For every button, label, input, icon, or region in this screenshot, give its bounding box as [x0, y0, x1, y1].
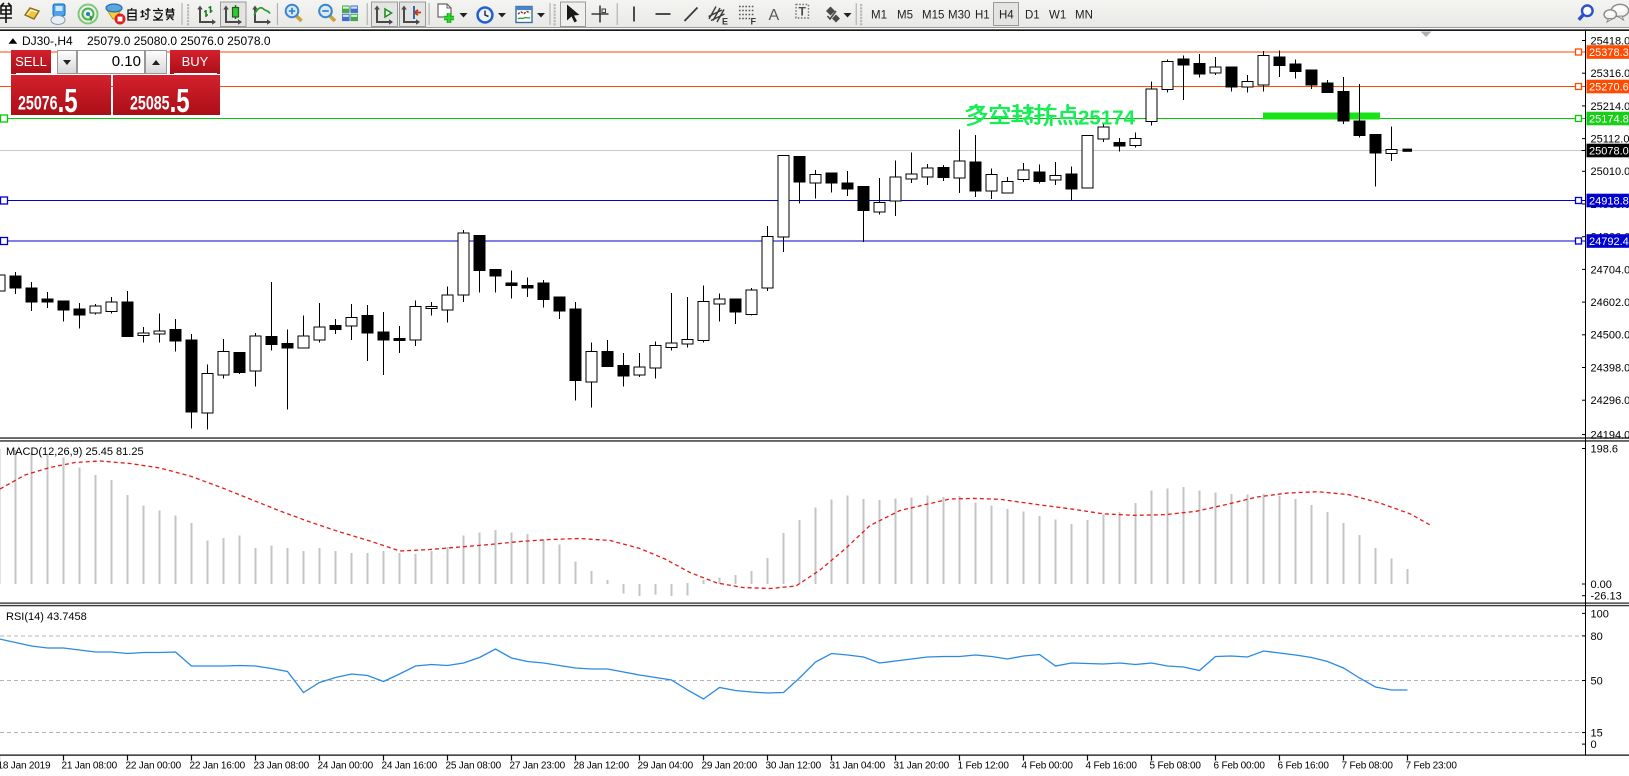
svg-text:7 Feb 23:00: 7 Feb 23:00: [1406, 761, 1458, 772]
svg-text:24 Jan 16:00: 24 Jan 16:00: [382, 761, 438, 772]
svg-text:22 Jan 00:00: 22 Jan 00:00: [126, 761, 182, 772]
svg-text:25270.6: 25270.6: [1589, 82, 1629, 94]
svg-text:DJ30-,H4: DJ30-,H4: [22, 34, 73, 48]
svg-text:80: 80: [1591, 631, 1603, 643]
svg-text:24704.0: 24704.0: [1591, 264, 1629, 276]
svg-text:24194.0: 24194.0: [1591, 429, 1629, 441]
svg-text:1 Feb 12:00: 1 Feb 12:00: [958, 761, 1010, 772]
svg-text:24296.0: 24296.0: [1591, 395, 1629, 407]
svg-text:24500.0: 24500.0: [1591, 330, 1629, 342]
svg-text:25174.8: 25174.8: [1589, 114, 1629, 126]
svg-text:0: 0: [1591, 739, 1597, 751]
svg-text:31 Jan 04:00: 31 Jan 04:00: [830, 761, 886, 772]
svg-text:F: F: [751, 17, 757, 27]
svg-text:31 Jan 20:00: 31 Jan 20:00: [894, 761, 950, 772]
svg-text:H4: H4: [999, 10, 1014, 22]
svg-text:25 Jan 08:00: 25 Jan 08:00: [446, 761, 502, 772]
svg-text:M15: M15: [922, 10, 944, 22]
svg-text:H1: H1: [975, 10, 990, 22]
svg-text:24 Jan 00:00: 24 Jan 00:00: [318, 761, 374, 772]
svg-text:29 Jan 20:00: 29 Jan 20:00: [702, 761, 758, 772]
svg-text:30 Jan 12:00: 30 Jan 12:00: [766, 761, 822, 772]
svg-text:6 Feb 00:00: 6 Feb 00:00: [1214, 761, 1266, 772]
svg-text:24792.4: 24792.4: [1589, 236, 1629, 248]
svg-text:M1: M1: [871, 10, 887, 22]
svg-text:D1: D1: [1025, 10, 1040, 22]
svg-text:25078.0: 25078.0: [1589, 146, 1629, 158]
svg-text:RSI(14) 43.7458: RSI(14) 43.7458: [6, 611, 87, 623]
svg-text:15: 15: [1591, 728, 1603, 740]
svg-text:50: 50: [1591, 675, 1603, 687]
svg-text:W1: W1: [1049, 10, 1066, 22]
svg-text:23 Jan 08:00: 23 Jan 08:00: [254, 761, 310, 772]
svg-text:29 Jan 04:00: 29 Jan 04:00: [638, 761, 694, 772]
svg-text:25079.0 25080.0 25076.0 25078.: 25079.0 25080.0 25076.0 25078.0: [87, 34, 271, 48]
svg-text:25112.0: 25112.0: [1591, 134, 1629, 146]
svg-text:100: 100: [1591, 608, 1609, 620]
svg-text:T: T: [799, 5, 807, 19]
svg-text:-26.13: -26.13: [1591, 591, 1622, 603]
svg-text:28 Jan 12:00: 28 Jan 12:00: [574, 761, 630, 772]
svg-text:24398.0: 24398.0: [1591, 362, 1629, 374]
svg-text:7 Feb 08:00: 7 Feb 08:00: [1342, 761, 1394, 772]
svg-text:27 Jan 23:00: 27 Jan 23:00: [510, 761, 566, 772]
svg-text:21 Jan 08:00: 21 Jan 08:00: [62, 761, 118, 772]
svg-text:MACD(12,26,9) 25.45 81.25: MACD(12,26,9) 25.45 81.25: [6, 446, 144, 458]
svg-text:M5: M5: [897, 10, 913, 22]
svg-text:25174: 25174: [1078, 107, 1136, 130]
svg-text:4 Feb 00:00: 4 Feb 00:00: [1022, 761, 1074, 772]
svg-text:A: A: [769, 7, 780, 24]
svg-text:M30: M30: [948, 10, 970, 22]
svg-text:MN: MN: [1075, 10, 1093, 22]
svg-text:E: E: [722, 17, 728, 27]
svg-text:25418.0: 25418.0: [1591, 35, 1629, 47]
svg-text:4 Feb 16:00: 4 Feb 16:00: [1086, 761, 1138, 772]
svg-text:25214.0: 25214.0: [1591, 101, 1629, 113]
svg-text:18 Jan 2019: 18 Jan 2019: [0, 761, 51, 772]
svg-text:198.6: 198.6: [1591, 443, 1619, 455]
svg-text:24918.8: 24918.8: [1589, 196, 1629, 208]
svg-text:24602.0: 24602.0: [1591, 297, 1629, 309]
svg-text:25316.0: 25316.0: [1591, 68, 1629, 80]
svg-text:22 Jan 16:00: 22 Jan 16:00: [190, 761, 246, 772]
svg-text:5 Feb 08:00: 5 Feb 08:00: [1150, 761, 1202, 772]
svg-text:25010.0: 25010.0: [1591, 166, 1629, 178]
svg-text:0.00: 0.00: [1591, 579, 1612, 591]
svg-text:25378.3: 25378.3: [1589, 47, 1629, 59]
svg-text:6 Feb 16:00: 6 Feb 16:00: [1278, 761, 1330, 772]
